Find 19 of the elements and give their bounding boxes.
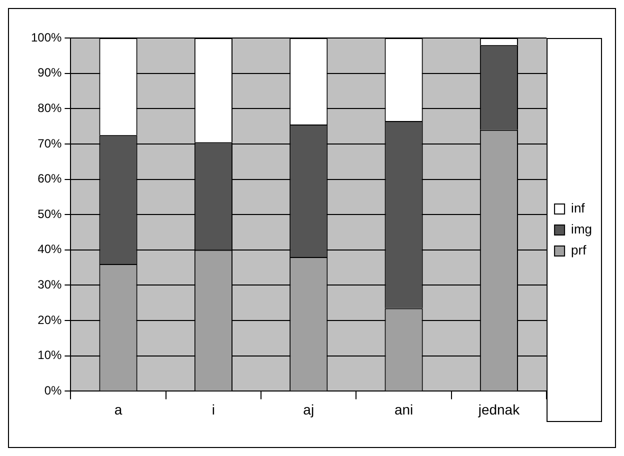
y-tick-label: 100% bbox=[30, 30, 62, 44]
x-tick-label: aj bbox=[303, 401, 314, 418]
y-tick-label: 10% bbox=[38, 348, 62, 362]
legend-label: inf bbox=[571, 200, 586, 216]
y-tick-label: 20% bbox=[38, 312, 62, 327]
y-tick-label: 60% bbox=[38, 172, 62, 186]
x-tick-label: ani bbox=[394, 401, 414, 418]
y-tick-label: 40% bbox=[38, 242, 62, 256]
y-tick-label: 70% bbox=[38, 136, 62, 150]
y-tick-label: 80% bbox=[38, 100, 62, 115]
legend-label: prf bbox=[571, 242, 587, 258]
x-tick-label: i bbox=[212, 401, 216, 418]
y-tick-label: 0% bbox=[44, 384, 62, 398]
y-tick-label: 50% bbox=[38, 206, 62, 221]
y-tick-label: 30% bbox=[38, 278, 62, 292]
legend-label: img bbox=[571, 222, 592, 237]
x-tick-label: jednak bbox=[477, 401, 521, 418]
y-tick-label: 90% bbox=[38, 66, 62, 80]
x-tick-label: a bbox=[114, 401, 122, 418]
